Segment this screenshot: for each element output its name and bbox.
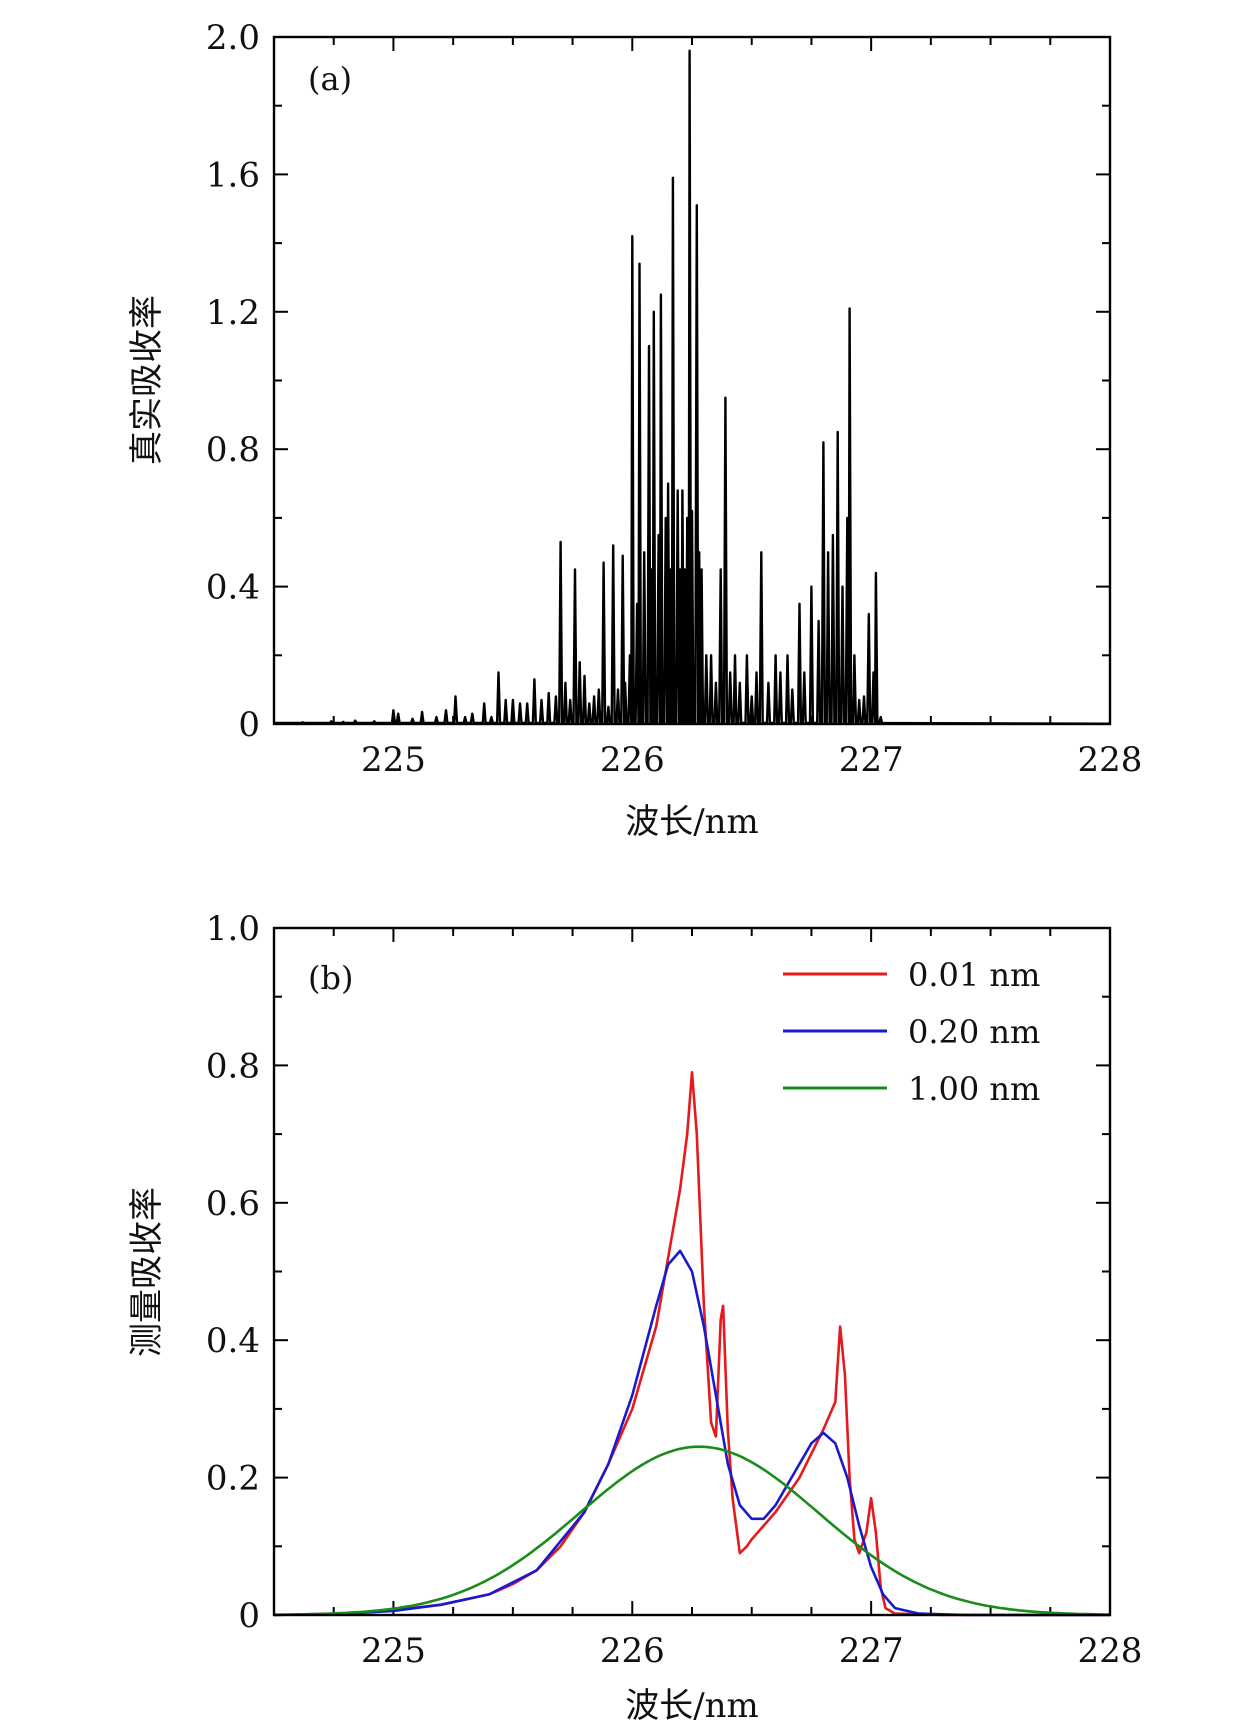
panel-a-frame <box>272 35 1112 726</box>
panel-b-label: (b) <box>308 959 353 997</box>
legend-label-0.20nm: 0.20 nm <box>908 1013 1040 1051</box>
panel-a-x-tick-label: 226 <box>600 740 665 780</box>
panel-b-x-axis-title: 波长/nm <box>625 1686 759 1726</box>
panel-b-legend: 0.01 nm 0.20 nm 1.00 nm <box>783 956 1040 1108</box>
panel-b-y-axis-title: 测量吸收率 <box>127 1187 167 1357</box>
panel-a-label: (a) <box>308 60 352 98</box>
panel-b-y-tick-labels: 0 0.2 0.4 0.6 0.8 1.0 <box>206 909 260 1636</box>
panel-a-y-tick-label: 2.0 <box>206 18 260 58</box>
panel-a-absorbance-line <box>274 49 1111 725</box>
panel-b-y-tick-label: 1.0 <box>206 909 260 949</box>
panel-a-y-tick-label: 0.8 <box>206 430 260 470</box>
panel-b-x-tick-label: 226 <box>600 1631 665 1671</box>
panel-b-y-tick-label: 0 <box>238 1596 260 1636</box>
panel-a-y-tick-label: 0 <box>238 705 260 745</box>
panel-a-y-tick-labels: 0 0.4 0.8 1.2 1.6 2.0 <box>206 18 260 745</box>
panel-b-x-tick-labels: 225 226 227 228 <box>361 1631 1142 1671</box>
panel-b: 00.20.40.60.81.0 225 226 227 228 (b) 波长/nm … <box>127 909 1142 1726</box>
panel-b-y-tick-label: 0.6 <box>206 1184 260 1224</box>
panel-b-line-1.00nm <box>274 1445 1110 1616</box>
panel-b-x-tick-label: 225 <box>361 1631 426 1671</box>
panel-b-y-tick-label: 0.4 <box>206 1321 260 1361</box>
panel-a: 00.40.81.21.62.0 225 226 227 228 (a) 波长/nm … <box>127 18 1142 842</box>
legend-label-1.00nm: 1.00 nm <box>908 1070 1040 1108</box>
panel-a-y-axis-title: 真实吸收率 <box>127 295 167 465</box>
panel-a-x-tick-label: 228 <box>1078 740 1143 780</box>
panel-a-y-tick-label: 1.2 <box>206 293 260 333</box>
panel-b-y-tick-label: 0.2 <box>206 1459 260 1499</box>
legend-label-0.01nm: 0.01 nm <box>908 956 1040 994</box>
panel-b-y-tick-label: 0.8 <box>206 1046 260 1086</box>
panel-b-line-0.01nm <box>273 1071 1110 1617</box>
panel-b-x-tick-label: 228 <box>1078 1631 1143 1671</box>
panel-b-line-0.20nm <box>273 1249 1110 1617</box>
panel-b-x-tick-label: 227 <box>839 1631 904 1671</box>
panel-a-y-tick-label: 0.4 <box>206 568 260 608</box>
panel-a-x-tick-label: 225 <box>361 740 426 780</box>
panel-a-x-axis-title: 波长/nm <box>625 802 759 842</box>
panel-a-x-tick-labels: 225 226 227 228 <box>361 740 1142 780</box>
panel-a-y-tick-label: 1.6 <box>206 155 260 195</box>
panel-a-x-tick-label: 227 <box>839 740 904 780</box>
panel-b-frame <box>272 926 1112 1617</box>
